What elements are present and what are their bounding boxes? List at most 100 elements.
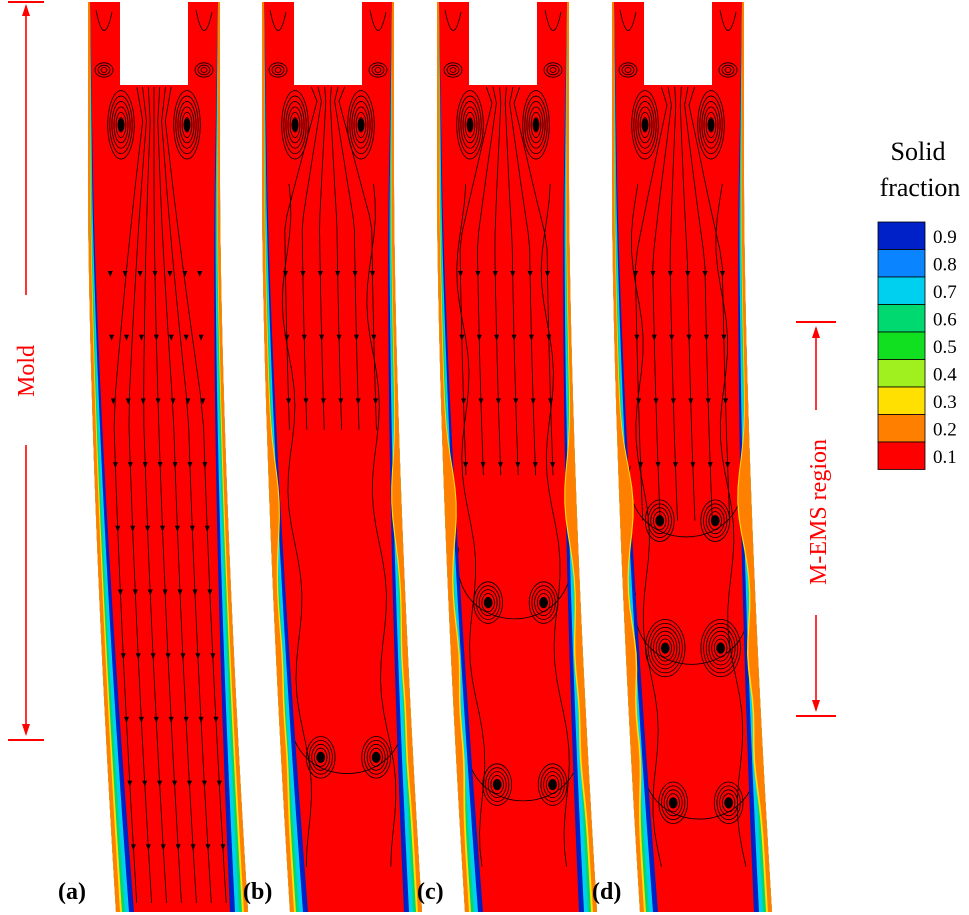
legend-tick-0.1: 0.1 — [933, 447, 957, 468]
flow-arrow-icon — [317, 271, 323, 277]
flow-arrow-icon — [513, 398, 519, 405]
flow-arrow-icon — [667, 271, 673, 277]
arrow-up-icon — [812, 326, 820, 338]
flow-arrow-icon — [653, 398, 659, 405]
solid-shell-R-3 — [738, 2, 772, 912]
flow-arrow-icon — [207, 589, 213, 596]
flow-arrow-icon — [532, 462, 538, 469]
legend-tick-0.7: 0.7 — [933, 282, 957, 303]
liquid-core — [612, 2, 772, 912]
flow-arrow-icon — [459, 334, 465, 341]
flow-arrow-icon — [530, 398, 536, 405]
panel-label-d: (d) — [592, 879, 621, 905]
legend-tick-0.8: 0.8 — [933, 254, 957, 275]
panel-b — [262, 2, 422, 912]
flow-arrow-icon — [187, 462, 193, 469]
flow-arrow-icon — [476, 334, 482, 341]
flow-arrow-icon — [216, 780, 222, 787]
flow-arrow-icon — [480, 462, 486, 469]
flow-arrow-icon — [720, 271, 726, 277]
flow-arrow-icon — [195, 653, 201, 660]
solid-shell-R-2 — [563, 2, 597, 912]
streamlines — [443, 9, 582, 867]
flow-arrow-icon — [186, 780, 192, 787]
legend-swatch-0.2 — [877, 414, 926, 443]
flow-arrow-icon — [202, 462, 208, 469]
solid-shell-L-2 — [437, 2, 470, 912]
flow-arrow-icon — [690, 462, 696, 469]
flow-arrow-icon — [352, 271, 358, 277]
flow-arrow-icon — [120, 653, 126, 660]
flow-arrow-icon — [137, 271, 143, 277]
flow-arrow-icon — [650, 271, 656, 277]
flow-arrow-icon — [147, 589, 153, 596]
flow-arrow-icon — [127, 780, 133, 787]
flow-arrow-icon — [703, 334, 709, 341]
solid-shell-L-0 — [88, 2, 120, 912]
solid-fraction-legend: Solid fraction 0.90.80.70.60.50.40.30.20… — [877, 137, 961, 470]
flow-arrow-icon — [109, 334, 115, 341]
flow-arrow-icon — [177, 589, 183, 596]
solid-shell-R-0 — [214, 2, 248, 912]
flow-arrow-icon — [546, 334, 552, 341]
panel-d — [612, 2, 772, 912]
flow-arrow-icon — [142, 780, 148, 787]
legend-tick-0.9: 0.9 — [933, 227, 957, 248]
flow-arrow-icon — [338, 398, 344, 405]
flow-arrow-icon — [515, 462, 521, 469]
flow-arrow-icon — [157, 462, 163, 469]
flow-arrow-icon — [707, 462, 713, 469]
flow-arrow-icon — [160, 844, 166, 851]
flow-arrow-icon — [174, 525, 180, 532]
flow-arrow-icon — [117, 589, 123, 596]
flow-arrow-icon — [511, 334, 517, 341]
flow-arrow-icon — [475, 271, 481, 277]
panel-c — [437, 2, 597, 912]
flow-arrow-icon — [110, 398, 116, 405]
mems-region-annotation: M-EMS region — [796, 321, 836, 717]
flow-arrow-icon — [210, 653, 216, 660]
flow-arrow-icon — [492, 271, 498, 277]
flow-arrow-icon — [157, 780, 163, 787]
flow-arrow-icon — [125, 398, 131, 405]
flow-arrow-icon — [651, 334, 657, 341]
flow-arrow-icon — [190, 844, 196, 851]
panel-label-c: (c) — [417, 879, 444, 905]
flow-arrow-icon — [198, 716, 204, 723]
flow-arrow-icon — [165, 653, 171, 660]
mold-label: Mold — [14, 345, 40, 397]
panel-label-b: (b) — [243, 879, 272, 905]
flow-arrow-icon — [303, 398, 309, 405]
flow-arrow-icon — [670, 398, 676, 405]
flow-arrow-icon — [336, 334, 342, 341]
flow-arrow-icon — [142, 462, 148, 469]
liquid-core — [437, 2, 597, 912]
flow-arrow-icon — [127, 462, 133, 469]
flow-arrow-icon — [721, 334, 727, 341]
flow-arrow-icon — [335, 271, 341, 277]
flow-arrow-icon — [510, 271, 516, 277]
flow-arrow-icon — [192, 589, 198, 596]
flow-arrow-icon — [527, 271, 533, 277]
mems-region-label: M-EMS region — [806, 439, 832, 585]
flow-arrow-icon — [301, 334, 307, 341]
solid-shell-L-3 — [612, 2, 645, 912]
solid-shell-R-3 — [738, 2, 772, 912]
flow-arrow-icon — [528, 334, 534, 341]
flow-arrow-icon — [371, 334, 377, 341]
flow-arrow-icon — [145, 844, 151, 851]
panel-a — [88, 2, 248, 912]
flow-arrow-icon — [685, 271, 691, 277]
solid-shell-R-2 — [565, 2, 597, 912]
flow-arrow-icon — [168, 716, 174, 723]
flow-arrow-icon — [183, 334, 189, 341]
flow-arrow-icon — [107, 271, 113, 277]
arrow-down-icon — [812, 700, 820, 712]
flow-arrow-icon — [723, 398, 729, 405]
flow-arrow-icon — [550, 462, 556, 469]
flow-arrow-icon — [122, 271, 128, 277]
flow-arrow-icon — [160, 525, 166, 532]
legend-swatches: 0.9 0.8 0.7 0.6 0.5 0.4 0.3 0.2 0.1 — [877, 221, 957, 470]
mold-annotation: Mold — [8, 1, 44, 741]
legend-title-line2: fraction — [880, 173, 961, 202]
